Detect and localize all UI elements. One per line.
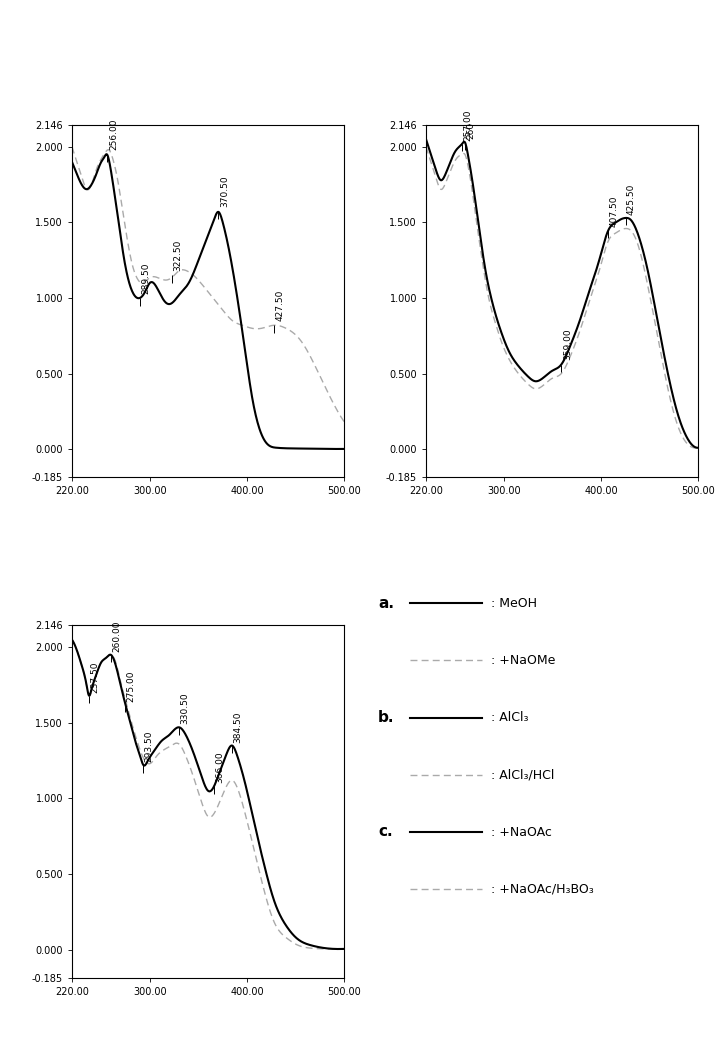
- Text: 366.00: 366.00: [215, 752, 224, 783]
- Text: : +NaOMe: : +NaOMe: [491, 654, 555, 667]
- Text: c.: c.: [378, 825, 392, 839]
- Text: 407.50: 407.50: [609, 196, 618, 227]
- Text: 293.50: 293.50: [145, 731, 153, 762]
- Text: 257.00: 257.00: [463, 109, 472, 140]
- Text: 425.50: 425.50: [627, 183, 636, 215]
- Text: 260: 260: [466, 122, 475, 139]
- Text: : +NaOAc/H₃BO₃: : +NaOAc/H₃BO₃: [491, 883, 594, 895]
- Text: : AlCl₃: : AlCl₃: [491, 711, 528, 724]
- Text: 427.50: 427.50: [276, 289, 285, 320]
- Text: 256.00: 256.00: [109, 119, 118, 150]
- Text: : MeOH: : MeOH: [491, 597, 537, 609]
- Text: 237.50: 237.50: [90, 661, 99, 693]
- Text: 384.50: 384.50: [233, 711, 242, 743]
- Text: 289.50: 289.50: [142, 262, 150, 293]
- Text: 275.00: 275.00: [127, 670, 135, 702]
- Text: 322.50: 322.50: [174, 239, 183, 270]
- Text: b.: b.: [378, 710, 395, 725]
- Text: : AlCl₃/HCl: : AlCl₃/HCl: [491, 769, 554, 781]
- Text: 370.50: 370.50: [220, 176, 230, 207]
- Text: a.: a.: [378, 596, 394, 610]
- Text: 260.00: 260.00: [112, 620, 121, 652]
- Text: 330.50: 330.50: [181, 693, 189, 725]
- Text: : +NaOAc: : +NaOAc: [491, 826, 552, 838]
- Text: 359.00: 359.00: [563, 329, 572, 360]
